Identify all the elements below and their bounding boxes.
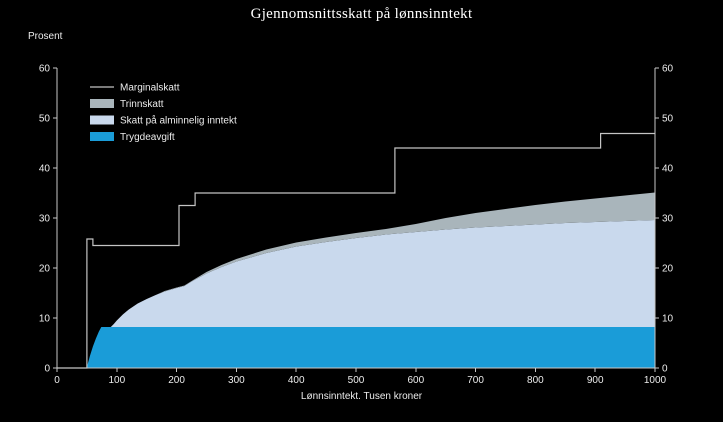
y-tick-label-right: 60 [662,64,674,75]
legend-swatch-trinnskatt [90,99,114,108]
y-tick-label-right: 50 [662,114,674,125]
x-tick-label: 300 [228,375,245,386]
legend-swatch-trygdeavgift [90,132,114,141]
x-tick-label: 600 [407,375,424,386]
legend-label-skatt-p-alminnelig-inntekt: Skatt på alminnelig inntekt [120,115,237,127]
y-tick-label-right: 40 [662,164,674,175]
area-trinnskatt [57,192,655,368]
y-tick-label-left: 50 [39,114,51,125]
x-tick-label: 400 [288,375,305,386]
y-tick-label-left: 60 [39,64,51,75]
area-trygdeavgift [57,327,655,368]
area-skatt-p-alminnelig-inntekt [57,220,655,368]
y-tick-label-right: 30 [662,214,674,225]
legend-label-trinnskatt: Trinnskatt [120,99,164,110]
x-tick-label: 0 [54,375,60,386]
x-tick-label: 700 [467,375,484,386]
legend-label-trygdeavgift: Trygdeavgift [120,132,175,143]
y-tick-label-left: 30 [39,214,51,225]
x-tick-label: 200 [168,375,185,386]
y-tick-label-right: 20 [662,264,674,275]
line-marginalskatt [57,132,655,369]
y-tick-label-left: 10 [39,314,51,325]
y-tick-label-left: 20 [39,264,51,275]
y-axis-title: Prosent [28,31,63,42]
x-tick-label: 1000 [644,375,667,386]
x-tick-label: 900 [587,375,604,386]
chart-title: Gjennomsnittsskatt på lønnsinntekt [250,6,473,22]
x-tick-label: 100 [108,375,125,386]
x-tick-label: 500 [348,375,365,386]
legend-label-marginalskatt: Marginalskatt [120,83,180,94]
y-tick-label-right: 10 [662,314,674,325]
x-axis-title: Lønnsinntekt. Tusen kroner [300,391,423,402]
legend-swatch-skatt-p-alminnelig-inntekt [90,115,114,125]
y-tick-label-left: 40 [39,164,51,175]
y-tick-label-right: 0 [662,364,668,375]
y-tick-label-left: 0 [44,364,50,375]
x-tick-label: 800 [527,375,544,386]
